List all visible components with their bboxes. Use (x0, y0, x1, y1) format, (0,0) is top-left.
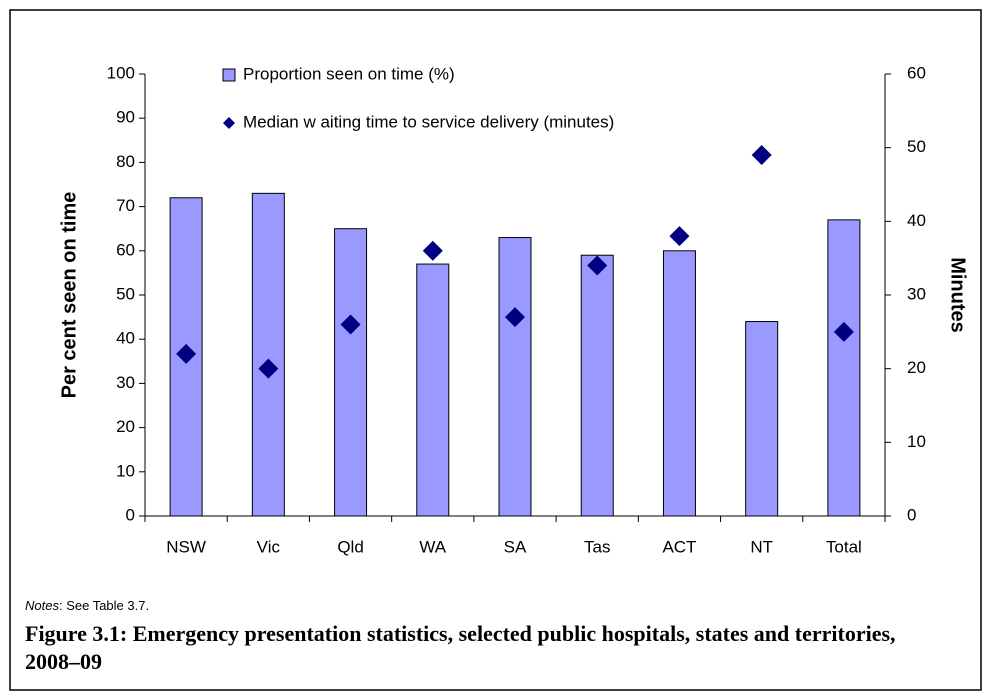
diamond-marker (587, 255, 608, 276)
y2-tick-label: 40 (907, 211, 926, 230)
y-tick-label: 0 (126, 505, 135, 524)
y-tick-label: 80 (116, 152, 135, 171)
y2-tick-label: 20 (907, 358, 926, 377)
y-tick-label: 20 (116, 417, 135, 436)
diamond-marker (422, 240, 443, 261)
notes-label: Notes (25, 598, 59, 613)
x-tick-label: NSW (166, 537, 206, 556)
x-tick-label: Qld (337, 537, 363, 556)
y2-axis-label: Minutes (947, 257, 969, 333)
y-tick-label: 40 (116, 329, 135, 348)
diamond-marker (258, 358, 279, 379)
diamond-marker (751, 145, 772, 166)
x-tick-label: SA (504, 537, 527, 556)
legend-label: Median w aiting time to service delivery… (243, 112, 614, 131)
bar (745, 321, 779, 517)
legend-label: Proportion seen on time (%) (243, 64, 455, 83)
y2-tick-label: 10 (907, 432, 926, 451)
x-tick-label: Tas (584, 537, 610, 556)
x-tick-label: Total (826, 537, 862, 556)
x-tick-label: NT (750, 537, 773, 556)
y2-tick-label: 30 (907, 284, 926, 303)
notes-text: : See Table 3.7. (59, 598, 149, 613)
y-tick-label: 50 (116, 284, 135, 303)
bar (334, 228, 368, 517)
x-tick-label: ACT (662, 537, 696, 556)
diamond-marker (833, 321, 854, 342)
y-axis-label: Per cent seen on time (58, 192, 80, 399)
bar (580, 254, 614, 517)
y-tick-label: 10 (116, 461, 135, 480)
x-tick-label: Vic (257, 537, 281, 556)
y2-tick-label: 60 (907, 63, 926, 82)
notes: Notes: See Table 3.7. (25, 598, 149, 613)
bar (416, 263, 450, 517)
x-tick-label: WA (419, 537, 446, 556)
diamond-marker (176, 343, 197, 364)
frame (9, 9, 982, 691)
diamond-marker (505, 307, 525, 328)
bar (251, 192, 285, 517)
y-tick-label: 90 (116, 108, 135, 127)
legend-swatch (223, 117, 235, 129)
bar (827, 219, 861, 517)
legend-swatch (222, 68, 236, 82)
diamond-marker (669, 226, 690, 247)
bar (662, 250, 696, 517)
caption: Figure 3.1: Emergency presentation stati… (25, 621, 896, 674)
bar (498, 237, 532, 517)
y-tick-label: 100 (107, 63, 135, 82)
y2-tick-label: 0 (907, 505, 916, 524)
diamond-marker (340, 314, 361, 335)
y-tick-label: 60 (116, 240, 135, 259)
y-tick-label: 30 (116, 373, 135, 392)
y-tick-label: 70 (116, 196, 135, 215)
y2-tick-label: 50 (907, 137, 926, 156)
